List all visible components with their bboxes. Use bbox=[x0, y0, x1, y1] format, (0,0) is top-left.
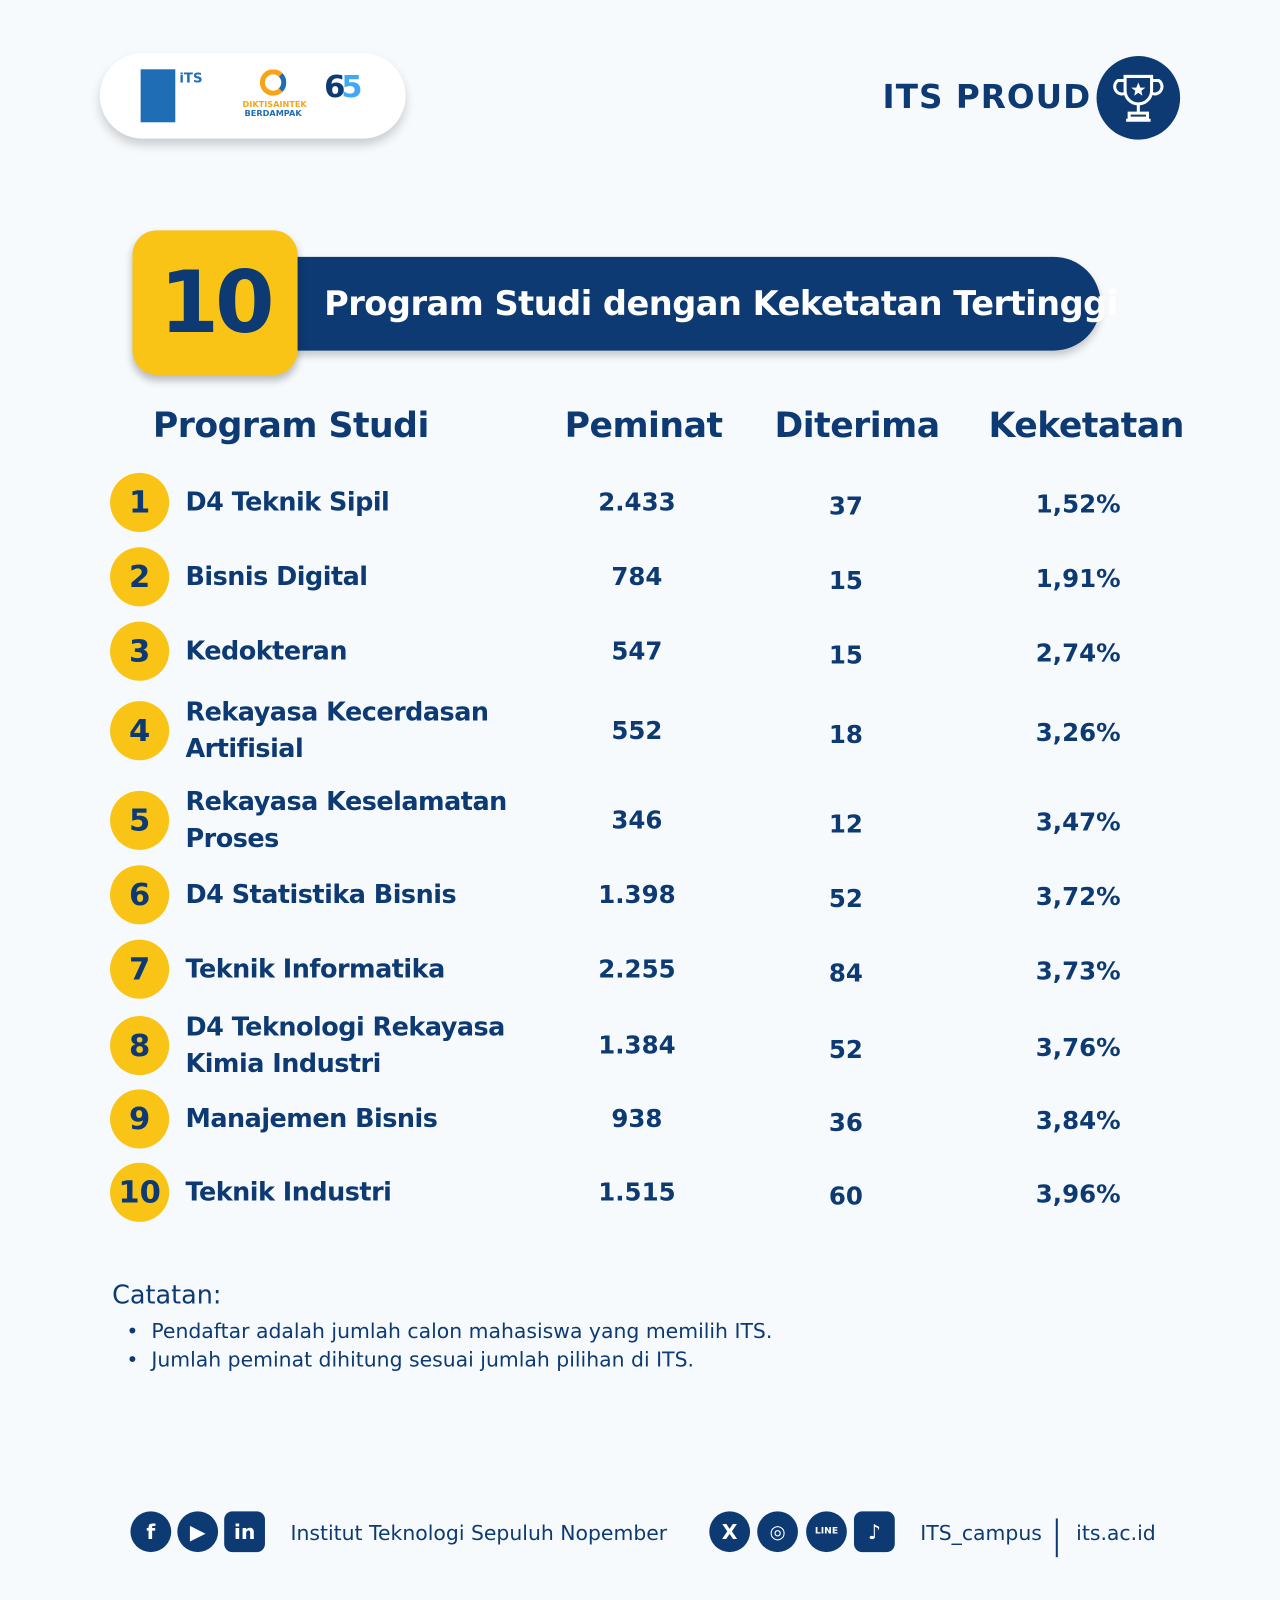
peminat-value: 2.255 bbox=[598, 954, 676, 984]
diterima-value: 52 bbox=[828, 884, 863, 914]
program-name: Teknik Informatika bbox=[185, 953, 445, 984]
col-header-program: Program Studi bbox=[152, 405, 429, 447]
peminat-value: 938 bbox=[611, 1104, 663, 1134]
linkedin-icon[interactable]: in bbox=[224, 1511, 265, 1553]
rank-badge: 8 bbox=[110, 1016, 170, 1076]
rank-badge: 5 bbox=[110, 790, 170, 850]
peminat-value: 1.515 bbox=[598, 1178, 676, 1207]
brand-title: ITS PROUD bbox=[882, 77, 1092, 117]
peminat-value: 2.433 bbox=[598, 488, 676, 517]
youtube-icon[interactable]: ▶ bbox=[177, 1511, 219, 1553]
keketatan-value: 3,76% bbox=[1035, 1033, 1121, 1062]
rank-badge: 2 bbox=[110, 547, 170, 607]
peminat-value: 1.398 bbox=[598, 880, 676, 910]
title-banner bbox=[173, 256, 1101, 351]
note-text: Pendaftar adalah jumlah calon mahasiswa … bbox=[151, 1318, 773, 1344]
keketatan-value: 3,26% bbox=[1035, 718, 1121, 748]
diterima-value: 37 bbox=[828, 492, 863, 521]
peminat-value: 784 bbox=[611, 562, 663, 592]
rank-badge: 3 bbox=[110, 621, 170, 681]
diterima-value: 12 bbox=[828, 810, 863, 839]
rank-badge: 9 bbox=[110, 1089, 170, 1149]
diterima-value: 52 bbox=[828, 1035, 863, 1064]
keketatan-value: 3,47% bbox=[1035, 808, 1121, 837]
count-badge: 10 bbox=[132, 230, 298, 376]
social-handle[interactable]: ITS_campus bbox=[920, 1520, 1042, 1545]
note-item: • Jumlah peminat dihitung sesuai jumlah … bbox=[126, 1347, 694, 1372]
program-name: Manajemen Bisnis bbox=[185, 1103, 438, 1134]
keketatan-value: 3,96% bbox=[1035, 1180, 1121, 1209]
peminat-value: 552 bbox=[611, 716, 663, 745]
rank-badge: 4 bbox=[110, 701, 170, 761]
institution-name: Institut Teknologi Sepuluh Nopember bbox=[290, 1520, 668, 1545]
diterima-value: 15 bbox=[828, 641, 863, 670]
divider bbox=[1055, 1518, 1058, 1558]
program-name: D4 Teknologi Rekayasa Kimia Industri bbox=[185, 1011, 505, 1079]
diterima-value: 15 bbox=[828, 566, 863, 596]
rank-badge: 10 bbox=[110, 1162, 170, 1222]
its-logo bbox=[140, 69, 176, 123]
note-text: Jumlah peminat dihitung sesuai jumlah pi… bbox=[151, 1347, 694, 1372]
diterima-value: 36 bbox=[828, 1108, 863, 1138]
note-item: • Pendaftar adalah jumlah calon mahasisw… bbox=[126, 1318, 773, 1344]
program-name: Bisnis Digital bbox=[185, 561, 368, 592]
peminat-value: 1.384 bbox=[598, 1031, 676, 1060]
rank-badge: 6 bbox=[110, 865, 170, 925]
its-65-logo: 65 bbox=[324, 69, 362, 105]
keketatan-value: 1,52% bbox=[1035, 490, 1121, 519]
keketatan-value: 3,84% bbox=[1035, 1106, 1121, 1136]
trophy-icon bbox=[1096, 56, 1181, 140]
col-header-keketatan: Keketatan bbox=[988, 405, 1185, 447]
program-name: Teknik Industri bbox=[185, 1177, 392, 1207]
facebook-icon[interactable]: f bbox=[130, 1511, 172, 1553]
instagram-icon[interactable]: ◎ bbox=[757, 1511, 798, 1553]
keketatan-value: 2,74% bbox=[1035, 638, 1121, 668]
website-link[interactable]: its.ac.id bbox=[1076, 1520, 1156, 1545]
line-icon[interactable]: LINE bbox=[806, 1511, 847, 1553]
its-logo-text: iTS bbox=[179, 71, 203, 87]
col-header-diterima: Diterima bbox=[774, 405, 941, 447]
keketatan-value: 3,72% bbox=[1035, 882, 1121, 912]
diktisaintek-logo: DIKTISAINTEK BERDAMPAK bbox=[243, 69, 307, 124]
tiktok-icon[interactable]: ♪ bbox=[854, 1511, 895, 1553]
keketatan-value: 3,73% bbox=[1035, 956, 1121, 986]
rank-badge: 7 bbox=[110, 939, 170, 999]
keketatan-value: 1,91% bbox=[1035, 564, 1121, 594]
peminat-value: 547 bbox=[611, 636, 663, 666]
program-name: D4 Teknik Sipil bbox=[185, 487, 390, 517]
diterima-value: 60 bbox=[828, 1182, 863, 1211]
program-name: Rekayasa Keselamatan Proses bbox=[185, 786, 507, 853]
diterima-value: 18 bbox=[828, 720, 863, 750]
peminat-value: 346 bbox=[611, 806, 663, 835]
notes-title: Catatan: bbox=[112, 1279, 222, 1310]
program-name: D4 Statistika Bisnis bbox=[185, 879, 457, 910]
col-header-peminat: Peminat bbox=[564, 405, 723, 447]
diterima-value: 84 bbox=[828, 958, 863, 988]
x-icon[interactable]: X bbox=[709, 1511, 751, 1553]
logo-bar: iTS DIKTISAINTEK BERDAMPAK 65 bbox=[99, 52, 406, 139]
program-name: Kedokteran bbox=[185, 635, 348, 666]
program-name: Rekayasa Kecerdasan Artifisial bbox=[185, 697, 489, 764]
rank-badge: 1 bbox=[110, 472, 170, 532]
page-title: Program Studi dengan Keketatan Tertinggi bbox=[324, 283, 1118, 324]
